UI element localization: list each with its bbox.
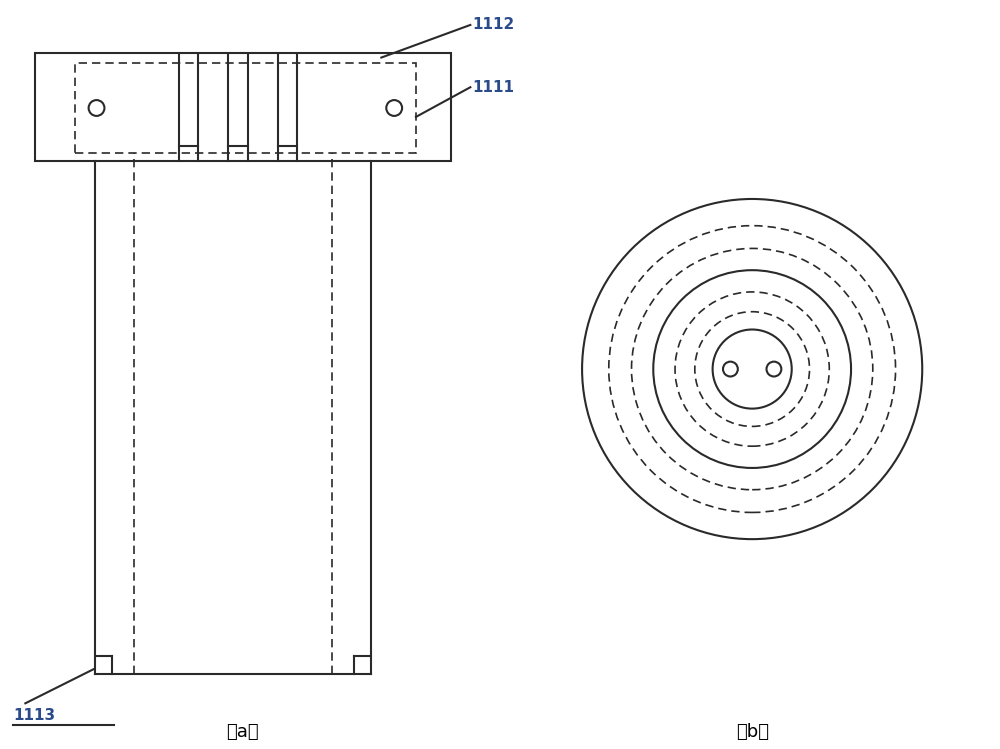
Bar (75, 62, 416, 154)
Text: 1111: 1111 (472, 79, 514, 94)
Text: （b）: （b） (736, 723, 769, 741)
Text: （a）: （a） (227, 723, 259, 741)
Text: 1112: 1112 (472, 17, 515, 32)
Bar (35, 52, 451, 161)
Text: 1113: 1113 (13, 708, 56, 723)
